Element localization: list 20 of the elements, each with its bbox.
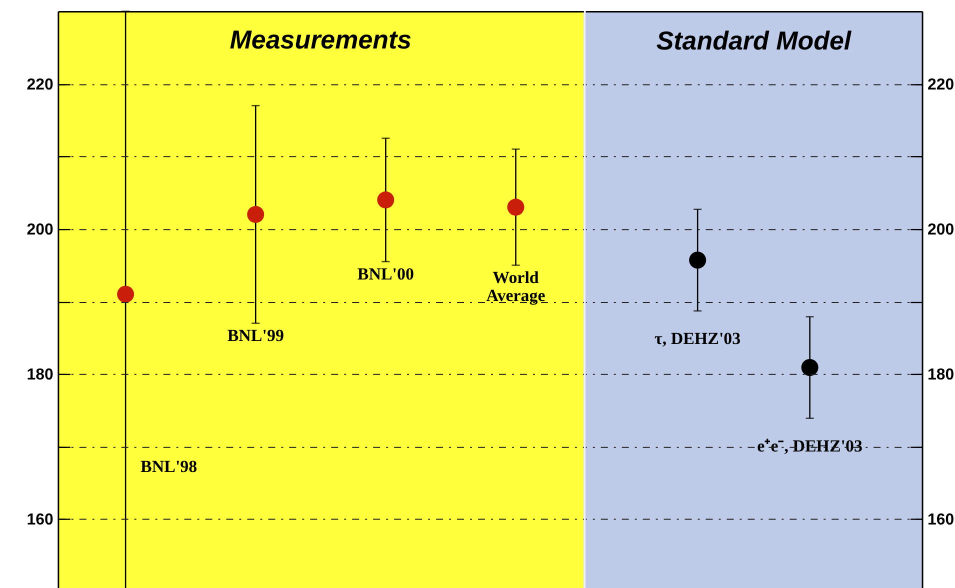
text: Standard Model xyxy=(656,25,852,56)
y-tick-label: 180 xyxy=(928,366,954,384)
x-tick-label: BNL'00 xyxy=(357,264,414,284)
x-tick-label: BNL'99 xyxy=(227,326,284,346)
x-tick-label: BNL'98 xyxy=(140,456,198,476)
point xyxy=(377,191,394,208)
y-tick-label: 180 xyxy=(26,366,54,384)
point xyxy=(507,198,524,216)
point xyxy=(247,206,264,223)
x-tick-label: e⁺e⁻, DEHZ'03 xyxy=(757,436,862,456)
y-tick-label: 160 xyxy=(26,512,54,529)
y-tick-label: 220 xyxy=(928,76,954,94)
y-tick-label: 220 xyxy=(26,76,54,94)
point xyxy=(117,286,134,303)
y-tick-label: 200 xyxy=(928,221,954,238)
x-tick-label: World Average xyxy=(486,268,546,306)
x-tick-label: τ, DEHZ'03 xyxy=(654,328,741,348)
y-tick-label: 160 xyxy=(928,512,954,529)
text: Measurements xyxy=(230,24,412,55)
y-tick-label: 200 xyxy=(26,221,54,238)
